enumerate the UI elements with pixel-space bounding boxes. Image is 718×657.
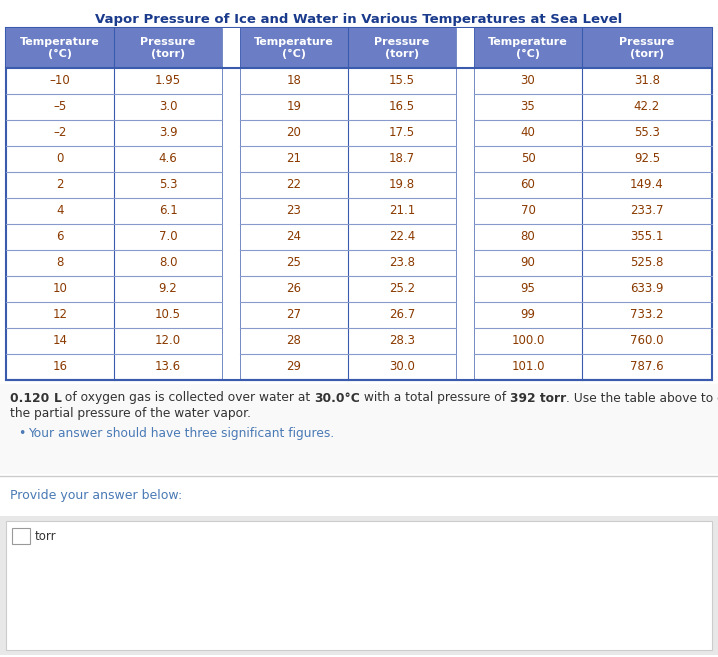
Text: 22: 22 [286, 179, 302, 191]
Text: Vapor Pressure of Ice and Water in Various Temperatures at Sea Level: Vapor Pressure of Ice and Water in Vario… [95, 13, 623, 26]
Text: –10: –10 [50, 74, 70, 87]
Text: 23.8: 23.8 [389, 256, 415, 269]
Text: 15.5: 15.5 [389, 74, 415, 87]
Bar [222, 28, 240, 380]
Text: 22.4: 22.4 [389, 231, 415, 244]
Text: 8.0: 8.0 [159, 256, 177, 269]
Text: 70: 70 [521, 204, 536, 217]
Text: 19: 19 [286, 101, 302, 114]
Text: 1.95: 1.95 [155, 74, 181, 87]
Text: 787.6: 787.6 [630, 361, 664, 373]
Text: •: • [18, 428, 25, 440]
Text: –2: –2 [53, 127, 67, 139]
Text: 60: 60 [521, 179, 536, 191]
Text: Temperature
(°C): Temperature (°C) [488, 37, 568, 59]
Text: 2: 2 [56, 179, 64, 191]
Text: 30.0: 30.0 [389, 361, 415, 373]
Text: 20: 20 [286, 127, 302, 139]
Text: 760.0: 760.0 [630, 334, 663, 348]
Text: 27: 27 [286, 309, 302, 321]
Text: 19.8: 19.8 [389, 179, 415, 191]
Text: torr: torr [35, 530, 57, 543]
Text: 0.120: 0.120 [10, 392, 54, 405]
Text: Pressure
(torr): Pressure (torr) [141, 37, 195, 58]
Text: 99: 99 [521, 309, 536, 321]
Text: 4: 4 [56, 204, 64, 217]
Text: Pressure
(torr): Pressure (torr) [620, 37, 675, 58]
Text: 30.0°C: 30.0°C [314, 392, 360, 405]
Text: 12: 12 [52, 309, 67, 321]
Text: with a total pressure of: with a total pressure of [360, 392, 510, 405]
Text: 30: 30 [521, 74, 536, 87]
Text: 90: 90 [521, 256, 536, 269]
Text: –5: –5 [53, 101, 67, 114]
Text: 31.8: 31.8 [634, 74, 660, 87]
Text: 6: 6 [56, 231, 64, 244]
Text: Your answer should have three significant figures.: Your answer should have three significan… [28, 428, 335, 440]
Text: 40: 40 [521, 127, 536, 139]
Bar [12, 528, 30, 544]
Text: 50: 50 [521, 152, 536, 166]
Text: 355.1: 355.1 [630, 231, 663, 244]
Text: 9.2: 9.2 [159, 283, 177, 296]
Text: 10: 10 [52, 283, 67, 296]
Text: 17.5: 17.5 [389, 127, 415, 139]
Text: Pressure
(torr): Pressure (torr) [374, 37, 429, 58]
Text: 101.0: 101.0 [511, 361, 545, 373]
Text: 26: 26 [286, 283, 302, 296]
Text: 21: 21 [286, 152, 302, 166]
Text: of oxygen gas is collected over water at: of oxygen gas is collected over water at [61, 392, 314, 405]
Text: 149.4: 149.4 [630, 179, 664, 191]
Text: 21.1: 21.1 [389, 204, 415, 217]
Text: 55.3: 55.3 [634, 127, 660, 139]
Text: . Use the table above to determine: . Use the table above to determine [567, 392, 718, 405]
Text: 28.3: 28.3 [389, 334, 415, 348]
Text: 16: 16 [52, 361, 67, 373]
Bar [6, 28, 712, 68]
Text: 29: 29 [286, 361, 302, 373]
Text: 8: 8 [56, 256, 64, 269]
Text: 23: 23 [286, 204, 302, 217]
Text: 24: 24 [286, 231, 302, 244]
Bar [0, 384, 718, 474]
Text: 633.9: 633.9 [630, 283, 663, 296]
Text: 18.7: 18.7 [389, 152, 415, 166]
Text: 525.8: 525.8 [630, 256, 663, 269]
Text: 100.0: 100.0 [511, 334, 545, 348]
Text: 28: 28 [286, 334, 302, 348]
Bar [6, 28, 712, 380]
Text: 92.5: 92.5 [634, 152, 660, 166]
Bar [0, 516, 718, 655]
Text: 35: 35 [521, 101, 536, 114]
Text: 10.5: 10.5 [155, 309, 181, 321]
Text: 80: 80 [521, 231, 536, 244]
Text: 25.2: 25.2 [389, 283, 415, 296]
Text: 25: 25 [286, 256, 302, 269]
Text: Provide your answer below:: Provide your answer below: [10, 489, 182, 503]
Text: Temperature
(°C): Temperature (°C) [20, 37, 100, 59]
Text: 7.0: 7.0 [159, 231, 177, 244]
Text: 12.0: 12.0 [155, 334, 181, 348]
Text: 4.6: 4.6 [159, 152, 177, 166]
Text: 95: 95 [521, 283, 536, 296]
Text: 6.1: 6.1 [159, 204, 177, 217]
Text: 16.5: 16.5 [389, 101, 415, 114]
Text: 733.2: 733.2 [630, 309, 663, 321]
Text: 5.3: 5.3 [159, 179, 177, 191]
Text: 3.0: 3.0 [159, 101, 177, 114]
Text: the partial pressure of the water vapor.: the partial pressure of the water vapor. [10, 407, 251, 420]
Text: L: L [54, 392, 61, 405]
Bar [456, 28, 474, 380]
Text: 18: 18 [286, 74, 302, 87]
Bar [6, 521, 712, 650]
Text: 3.9: 3.9 [159, 127, 177, 139]
Text: 26.7: 26.7 [389, 309, 415, 321]
Text: 14: 14 [52, 334, 67, 348]
Text: 13.6: 13.6 [155, 361, 181, 373]
Text: 392 torr: 392 torr [510, 392, 567, 405]
Text: 42.2: 42.2 [634, 101, 660, 114]
Text: 233.7: 233.7 [630, 204, 663, 217]
Text: Temperature
(°C): Temperature (°C) [254, 37, 334, 59]
Text: 0: 0 [56, 152, 64, 166]
